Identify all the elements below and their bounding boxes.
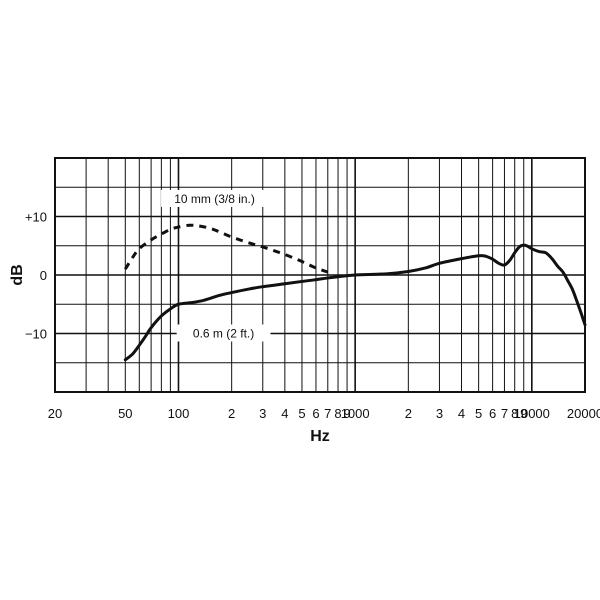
x-tick-label: 9	[520, 406, 527, 421]
x-tick-label: 7	[324, 406, 331, 421]
series-layer	[123, 223, 587, 362]
y-tick-labels: +10 0 −10	[25, 210, 47, 342]
x-tick-label: 6	[489, 406, 496, 421]
x-tick-label: 7	[501, 406, 508, 421]
x-tick-label: 8	[334, 406, 341, 421]
x-tick-label: 2	[228, 406, 235, 421]
series-annotation: 0.6 m (2 ft.)	[193, 327, 254, 341]
x-tick-label: 1000	[341, 406, 370, 421]
x-tick-label: 4	[458, 406, 465, 421]
x-tick-label: 5	[475, 406, 482, 421]
x-tick-label: 2	[405, 406, 412, 421]
plot-frame	[54, 157, 586, 393]
y-tick-label: +10	[25, 210, 47, 225]
x-tick-label: 100	[168, 406, 190, 421]
x-tick-label: 4	[281, 406, 288, 421]
annotation-layer: 10 mm (3/8 in.) 0.6 m (2 ft.)	[161, 189, 271, 342]
x-tick-label: 20000	[567, 406, 600, 421]
x-tick-label: 5	[298, 406, 305, 421]
y-axis-title: dB	[9, 264, 26, 285]
x-tick-label: 3	[259, 406, 266, 421]
x-tick-label: 9	[343, 406, 350, 421]
y-tick-label: 0	[40, 268, 47, 283]
y-tick-label: −10	[25, 327, 47, 342]
series-annotation: 10 mm (3/8 in.)	[174, 192, 255, 206]
x-tick-label: 50	[118, 406, 132, 421]
x-tick-label: 8	[511, 406, 518, 421]
x-tick-label: 3	[436, 406, 443, 421]
x-tick-label: 6	[312, 406, 319, 421]
x-tick-label: 10000	[514, 406, 550, 421]
series-line-10mm	[124, 223, 329, 274]
annotation-background	[176, 324, 271, 342]
grid	[55, 158, 585, 392]
x-tick-label: 20	[48, 406, 62, 421]
series-line-0-6m	[123, 243, 587, 362]
x-axis-title: Hz	[310, 428, 330, 445]
annotation-background	[161, 189, 269, 207]
